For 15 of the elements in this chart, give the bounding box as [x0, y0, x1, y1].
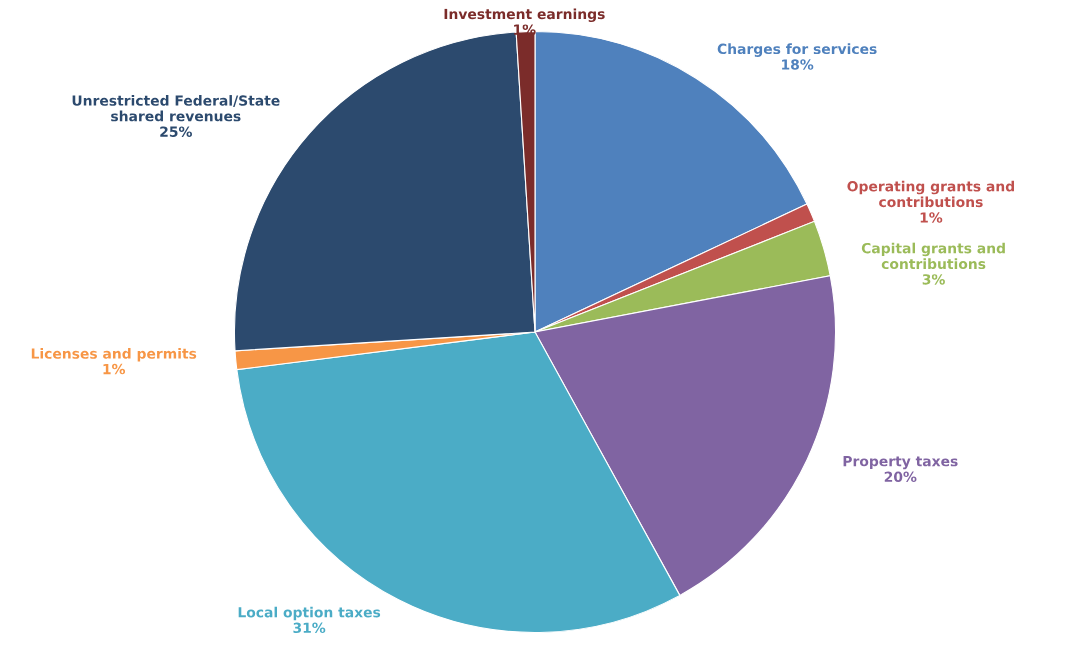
slice-label: Charges for services: [717, 43, 877, 57]
data-label: 1%: [920, 212, 943, 223]
slice-label: Capital grants and contributions: [861, 242, 1005, 270]
data-label: 1%: [103, 363, 126, 375]
data-label: 18%: [782, 59, 814, 70]
slice-label: Investment earnings: [444, 8, 605, 23]
data-label: 3%: [922, 274, 945, 285]
data-label: 25%: [160, 126, 192, 137]
slice-label: Property taxes: [843, 456, 958, 470]
data-label: 20%: [884, 471, 917, 483]
slice-label: Operating grants and contributions: [847, 180, 1014, 208]
slice-label: Unrestricted Federal/State shared revenues: [72, 95, 280, 122]
slice-label: Licenses and permits: [31, 348, 197, 362]
data-label: 31%: [293, 622, 326, 634]
slice-label: Local option taxes: [238, 606, 381, 621]
